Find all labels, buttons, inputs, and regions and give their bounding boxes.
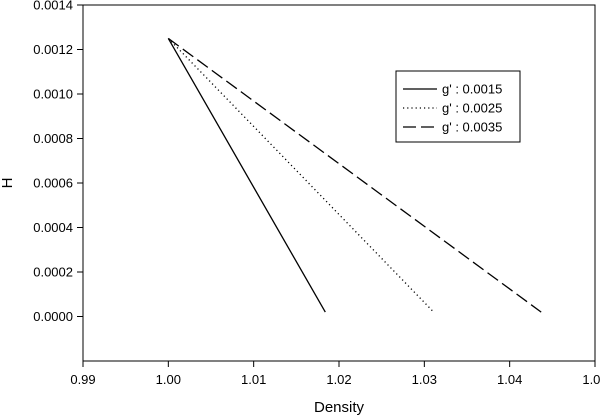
x-tick-label: 1.05 (582, 372, 600, 387)
legend-box (395, 70, 521, 143)
y-tick-label: 0.0008 (33, 131, 73, 146)
series-lines (167, 37, 542, 313)
y-tick-label: 0.0014 (33, 0, 73, 13)
x-axis: 0.99 1.00 1.01 1.02 1.03 1.04 1.05 (70, 361, 600, 387)
series-line-dashed (167, 37, 542, 313)
y-axis: 0.0000 0.0002 0.0004 0.0006 0.0008 0.0010 0.00… (33, 0, 83, 324)
series-line-dotted (167, 37, 435, 313)
legend-label: g' : 0.0025 (442, 101, 502, 116)
y-tick-label: 0.0010 (33, 87, 73, 102)
legend: g' : 0.0015 g' : 0.0025 g' : 0.0035 (395, 70, 521, 143)
legend-label: g' : 0.0035 (442, 120, 502, 135)
x-tick-label: 1.00 (156, 372, 181, 387)
x-tick-label: 1.04 (497, 372, 522, 387)
y-tick-label: 0.0012 (33, 42, 73, 57)
y-axis-title: H (0, 178, 16, 189)
y-tick-label: 0.0002 (33, 265, 73, 280)
x-tick-label: 0.99 (70, 372, 95, 387)
series-line-solid (167, 38, 326, 313)
legend-label: g' : 0.0015 (442, 82, 502, 97)
y-tick-label: 0.0000 (33, 309, 73, 324)
x-tick-label: 1.01 (241, 372, 266, 387)
x-axis-title: Density (314, 399, 365, 416)
y-tick-label: 0.0006 (33, 176, 73, 191)
x-tick-label: 1.03 (412, 372, 437, 387)
x-tick-label: 1.02 (326, 372, 351, 387)
plot-area-frame (82, 4, 596, 362)
y-tick-label: 0.0004 (33, 220, 73, 235)
